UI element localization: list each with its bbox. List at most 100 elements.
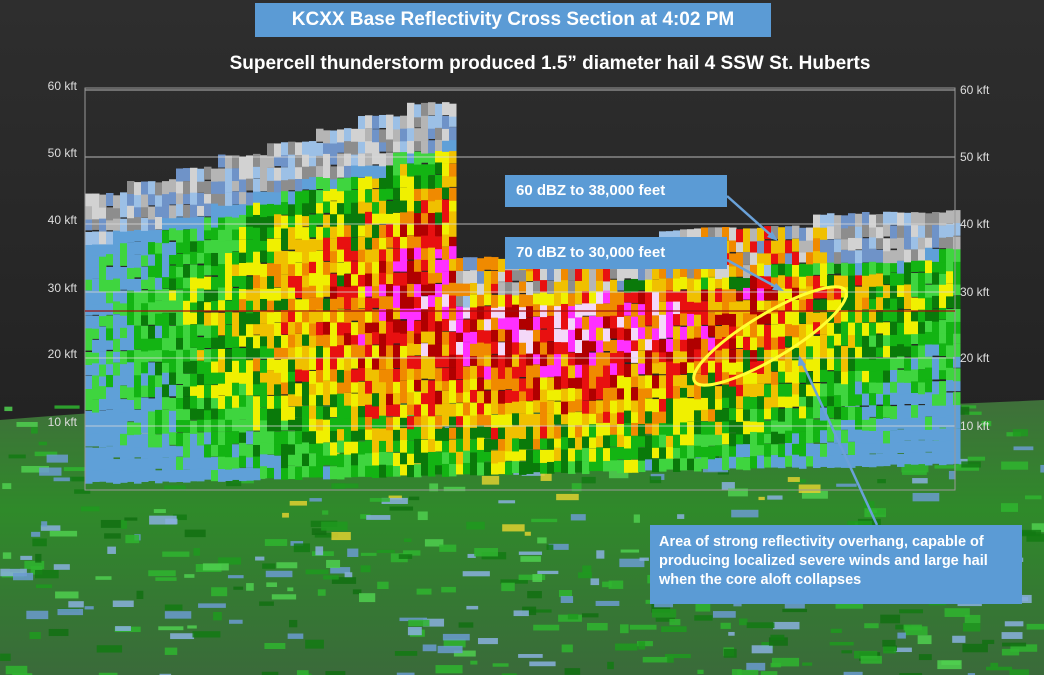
reflectivity-cell xyxy=(631,422,639,436)
reflectivity-cell xyxy=(309,238,317,252)
reflectivity-cell xyxy=(890,211,898,225)
reflectivity-cell xyxy=(750,289,758,303)
reflectivity-cell xyxy=(813,443,821,457)
reflectivity-cell xyxy=(764,395,772,409)
ground-cell xyxy=(1016,529,1042,537)
reflectivity-cell xyxy=(540,329,548,343)
reflectivity-cell xyxy=(393,139,401,153)
ground-cell xyxy=(453,650,476,657)
reflectivity-cell xyxy=(386,200,394,214)
reflectivity-cell xyxy=(197,168,205,182)
reflectivity-cell xyxy=(435,138,443,152)
reflectivity-cell xyxy=(540,364,548,378)
reflectivity-cell xyxy=(897,453,905,467)
reflectivity-cell xyxy=(148,264,156,278)
reflectivity-cell xyxy=(99,218,107,232)
reflectivity-cell xyxy=(127,349,135,363)
ground-cell xyxy=(276,562,298,569)
reflectivity-cell xyxy=(575,386,583,400)
reflectivity-cell xyxy=(204,361,212,375)
reflectivity-cell xyxy=(666,265,674,279)
reflectivity-cell xyxy=(274,251,282,265)
reflectivity-cell xyxy=(393,427,401,441)
reflectivity-cell xyxy=(855,416,863,430)
reflectivity-cell xyxy=(526,293,534,307)
reflectivity-cell xyxy=(267,167,275,181)
reflectivity-cell xyxy=(386,355,394,369)
reflectivity-cell xyxy=(561,424,569,438)
reflectivity-cell xyxy=(491,294,499,308)
reflectivity-cell xyxy=(582,339,590,353)
reflectivity-cell xyxy=(715,288,723,302)
ground-cell xyxy=(529,609,552,613)
reflectivity-cell xyxy=(890,356,898,370)
reflectivity-cell xyxy=(267,311,275,325)
reflectivity-cell xyxy=(372,260,380,274)
reflectivity-cell xyxy=(792,408,800,422)
right-axis-label: 50 kft xyxy=(960,150,990,164)
reflectivity-cell xyxy=(533,303,541,317)
reflectivity-cell xyxy=(288,251,296,265)
reflectivity-cell xyxy=(295,417,303,431)
reflectivity-cell xyxy=(897,212,905,226)
reflectivity-cell xyxy=(435,427,443,441)
reflectivity-cell xyxy=(302,213,310,227)
reflectivity-cell xyxy=(309,214,317,228)
reflectivity-cell xyxy=(211,324,219,338)
reflectivity-cell xyxy=(477,293,485,307)
reflectivity-cell xyxy=(435,452,443,466)
reflectivity-cell xyxy=(407,317,415,331)
reflectivity-cell xyxy=(211,202,219,216)
reflectivity-cell xyxy=(449,341,457,355)
reflectivity-cell xyxy=(477,462,485,476)
reflectivity-cell xyxy=(526,436,534,450)
reflectivity-cell xyxy=(232,466,240,480)
reflectivity-cell xyxy=(274,395,282,409)
reflectivity-cell xyxy=(498,305,506,319)
reflectivity-cell xyxy=(449,173,457,187)
reflectivity-cell xyxy=(141,349,149,363)
reflectivity-cell xyxy=(281,335,289,349)
reflectivity-cell xyxy=(302,453,310,467)
reflectivity-cell xyxy=(484,414,492,428)
reflectivity-cell xyxy=(337,332,345,346)
reflectivity-cell xyxy=(281,357,289,371)
reflectivity-cell xyxy=(344,464,352,478)
reflectivity-cell xyxy=(204,276,212,290)
reflectivity-cell xyxy=(484,390,492,404)
reflectivity-cell xyxy=(218,274,226,288)
reflectivity-cell xyxy=(701,338,709,352)
reflectivity-cell xyxy=(323,380,331,394)
reflectivity-cell xyxy=(806,227,814,241)
reflectivity-cell xyxy=(435,415,443,429)
reflectivity-cell xyxy=(351,284,359,298)
reflectivity-cell xyxy=(827,454,835,468)
reflectivity-cell xyxy=(155,312,163,326)
reflectivity-cell xyxy=(778,369,786,383)
reflectivity-cell xyxy=(92,433,100,447)
reflectivity-cell xyxy=(414,391,422,405)
reflectivity-cell xyxy=(407,260,415,274)
reflectivity-cell xyxy=(834,406,842,420)
reflectivity-cell xyxy=(869,454,877,468)
reflectivity-cell xyxy=(232,178,240,192)
reflectivity-cell xyxy=(554,341,562,355)
reflectivity-cell xyxy=(365,391,373,405)
reflectivity-cell xyxy=(316,272,324,286)
reflectivity-cell xyxy=(134,349,142,363)
reflectivity-cell xyxy=(449,331,457,345)
reflectivity-cell xyxy=(820,214,828,228)
reflectivity-cell xyxy=(260,216,268,230)
reflectivity-cell xyxy=(904,283,912,297)
reflectivity-cell xyxy=(512,341,520,355)
reflectivity-cell xyxy=(246,226,254,240)
reflectivity-cell xyxy=(911,212,919,226)
reflectivity-cell xyxy=(855,406,863,420)
reflectivity-cell xyxy=(176,301,184,315)
reflectivity-cell xyxy=(239,359,247,373)
reflectivity-cell xyxy=(946,378,954,392)
reflectivity-cell xyxy=(218,168,226,182)
reflectivity-cell xyxy=(477,317,485,331)
reflectivity-cell xyxy=(883,430,891,444)
reflectivity-cell xyxy=(120,290,128,304)
